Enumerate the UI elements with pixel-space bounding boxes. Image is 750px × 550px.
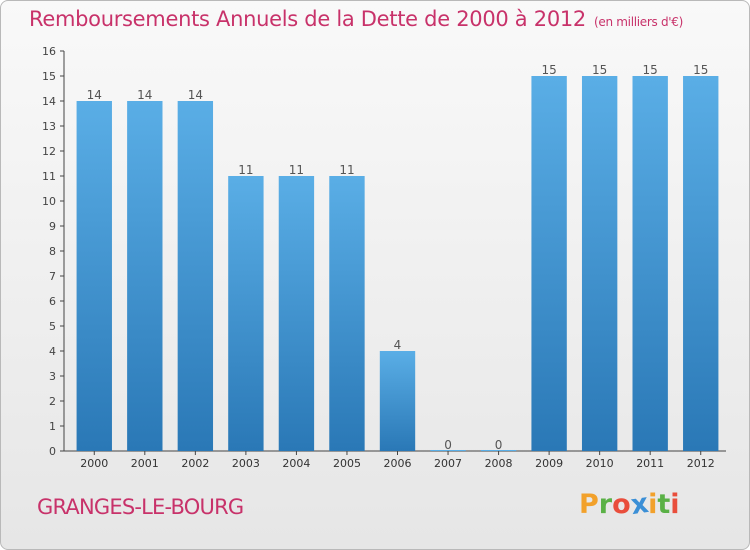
y-tick-label: 2 bbox=[49, 395, 56, 408]
y-tick-label: 15 bbox=[42, 70, 56, 83]
bar-value-label: 14 bbox=[137, 88, 152, 102]
x-tick-label: 2009 bbox=[535, 457, 563, 470]
logo-letter: o bbox=[612, 489, 631, 520]
bar-value-label: 14 bbox=[87, 88, 102, 102]
commune-name: GRANGES-LE-BOURG bbox=[37, 495, 244, 519]
bar bbox=[480, 450, 517, 451]
bar bbox=[430, 450, 466, 451]
y-tick-label: 6 bbox=[49, 295, 56, 308]
bar-value-label: 4 bbox=[394, 338, 402, 352]
logo-letter: r bbox=[598, 489, 613, 520]
logo-letter: x bbox=[628, 487, 651, 522]
x-tick-label: 2004 bbox=[282, 457, 310, 470]
y-tick-label: 12 bbox=[42, 145, 56, 158]
bar-value-label: 15 bbox=[541, 63, 556, 77]
bar bbox=[76, 101, 112, 451]
x-tick-label: 2007 bbox=[434, 457, 462, 470]
y-tick-label: 5 bbox=[49, 320, 56, 333]
bar-value-label: 14 bbox=[188, 88, 203, 102]
x-tick-label: 2005 bbox=[333, 457, 361, 470]
x-tick-label: 2006 bbox=[384, 457, 412, 470]
chart-subtitle: (en milliers d'€) bbox=[594, 15, 684, 29]
bar bbox=[581, 76, 618, 451]
y-tick-label: 10 bbox=[42, 195, 56, 208]
bar-value-label: 15 bbox=[643, 63, 658, 77]
y-tick-label: 1 bbox=[49, 420, 56, 433]
bar-value-label: 11 bbox=[339, 163, 354, 177]
y-tick-label: 3 bbox=[49, 370, 56, 383]
logo-letter: i bbox=[648, 489, 658, 520]
bar bbox=[278, 176, 315, 451]
chart-title-text: Remboursements Annuels de la Dette de 20… bbox=[29, 7, 586, 31]
y-tick-label: 0 bbox=[49, 445, 56, 458]
bar bbox=[379, 351, 416, 451]
x-tick-label: 2001 bbox=[131, 457, 159, 470]
logo-letter: t bbox=[657, 489, 671, 520]
bar bbox=[177, 101, 214, 451]
y-tick-label: 7 bbox=[49, 270, 56, 283]
bar-value-label: 15 bbox=[693, 63, 708, 77]
bar bbox=[127, 101, 163, 451]
bar bbox=[329, 176, 365, 451]
chart-bars: 14 14 14 11 11 11 4 0 0 15 15 15 15 bbox=[76, 63, 719, 452]
proxiti-logo: Proxiti bbox=[579, 487, 680, 522]
y-tick-label: 4 bbox=[49, 345, 56, 358]
x-tick-label: 2000 bbox=[80, 457, 108, 470]
y-tick-label: 13 bbox=[42, 120, 56, 133]
bar-value-label: 11 bbox=[289, 163, 304, 177]
bar bbox=[531, 76, 567, 451]
y-tick-label: 14 bbox=[42, 95, 56, 108]
bar bbox=[683, 76, 719, 451]
x-tick-label: 2003 bbox=[232, 457, 260, 470]
logo-letter: P bbox=[579, 489, 599, 520]
y-tick-label: 11 bbox=[42, 170, 56, 183]
y-tick-label: 16 bbox=[42, 45, 56, 58]
x-tick-label: 2002 bbox=[181, 457, 209, 470]
x-tick-label: 2008 bbox=[485, 457, 513, 470]
y-tick-label: 8 bbox=[49, 245, 56, 258]
x-tick-label: 2012 bbox=[687, 457, 715, 470]
bar-value-label: 0 bbox=[495, 438, 503, 452]
x-tick-label: 2011 bbox=[636, 457, 664, 470]
logo-letter: i bbox=[670, 489, 680, 520]
bar bbox=[228, 176, 264, 451]
bar bbox=[632, 76, 668, 451]
chart-title: Remboursements Annuels de la Dette de 20… bbox=[29, 7, 683, 31]
bar-value-label: 0 bbox=[444, 438, 452, 452]
y-tick-label: 9 bbox=[49, 220, 56, 233]
bar-value-label: 11 bbox=[238, 163, 253, 177]
bar-value-label: 15 bbox=[592, 63, 607, 77]
x-tick-label: 2010 bbox=[586, 457, 614, 470]
